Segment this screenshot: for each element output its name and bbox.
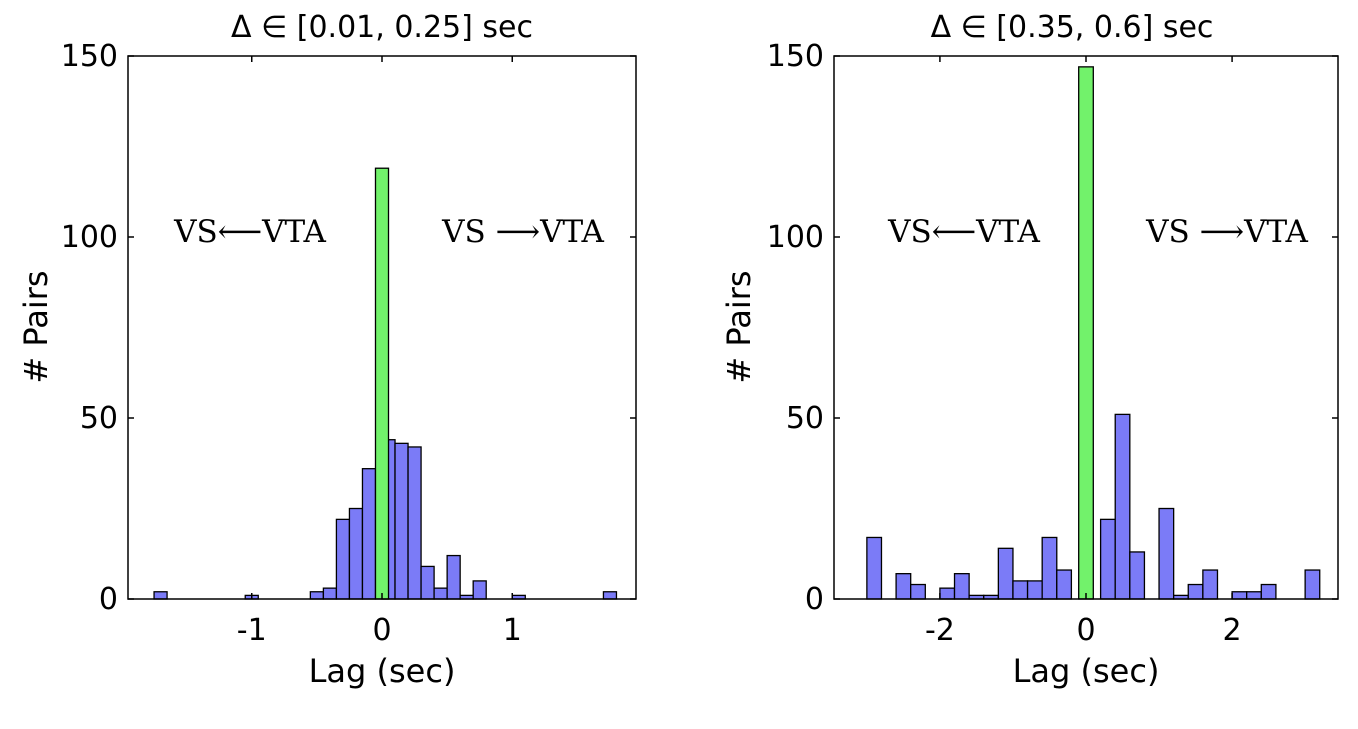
histogram-panel-left: Δ ∈ [0.01, 0.25] sec 0 50 100 150 -1 0 1 VS⟵VT… <box>17 10 637 690</box>
annotation-left: VS⟵VTA <box>887 214 1040 250</box>
histogram-bar <box>446 554 461 600</box>
histogram-bar <box>939 587 956 600</box>
annotation-left: VS⟵VTA <box>173 214 326 250</box>
histogram-bar <box>953 573 970 600</box>
y-axis-label: # Pairs <box>720 270 758 383</box>
annotation-right: VS ⟶VTA <box>441 214 604 250</box>
axis-ticks: 0 50 100 150 -2 0 2 <box>767 39 1338 648</box>
x-tick-label: -2 <box>925 613 955 648</box>
histogram-bar <box>472 580 487 600</box>
histogram-bar <box>335 518 351 600</box>
bar-group <box>866 66 1321 600</box>
histogram-bar <box>910 583 926 600</box>
x-axis-label: Lag (sec) <box>309 652 456 690</box>
histogram-bar <box>866 536 883 600</box>
histogram-bar <box>1304 569 1321 600</box>
y-tick-label: 50 <box>786 401 824 436</box>
histogram-bar <box>433 587 448 600</box>
histogram-bar <box>1187 583 1204 600</box>
y-tick-label: 100 <box>767 220 824 255</box>
histogram-bar <box>348 507 364 600</box>
histogram-bar <box>1114 413 1131 600</box>
x-tick-label: 0 <box>1076 613 1095 648</box>
x-tick-label: 0 <box>372 613 391 648</box>
zero-lag-bar <box>374 167 390 600</box>
y-tick-label: 150 <box>61 39 118 74</box>
histogram-bar <box>1158 507 1175 600</box>
chart-title: Δ ∈ [0.01, 0.25] sec <box>231 10 533 45</box>
histogram-bar <box>602 591 618 600</box>
plot-frame <box>833 55 1339 600</box>
histogram-bar <box>394 442 409 600</box>
histogram-bar <box>1231 591 1248 600</box>
histogram-bar <box>1260 583 1277 600</box>
y-axis-label: # Pairs <box>17 270 55 383</box>
histogram-bar <box>1129 551 1146 600</box>
y-tick-label: 0 <box>805 582 824 617</box>
histogram-bar <box>153 591 168 600</box>
histogram-bar <box>1056 569 1073 600</box>
y-tick-label: 50 <box>80 401 118 436</box>
histogram-bar <box>1099 518 1116 600</box>
histogram-bar <box>997 547 1014 600</box>
x-tick-label: 1 <box>503 613 522 648</box>
y-tick-label: 0 <box>99 582 118 617</box>
histogram-panel-right: Δ ∈ [0.35, 0.6] sec 0 50 100 150 -2 0 2 VS⟵VTA… <box>720 10 1339 690</box>
y-tick-label: 100 <box>61 220 118 255</box>
histogram-bar <box>1246 591 1262 600</box>
histogram-bar <box>361 468 377 600</box>
histogram-bar <box>1012 580 1029 600</box>
x-tick-label: 2 <box>1223 613 1242 648</box>
histogram-bar <box>322 587 338 600</box>
x-tick-label: -1 <box>237 613 267 648</box>
x-axis-label: Lag (sec) <box>1013 652 1160 690</box>
histogram-bar <box>895 573 912 600</box>
y-tick-label: 150 <box>767 39 824 74</box>
histogram-bar <box>407 446 422 600</box>
histogram-bar <box>1202 569 1219 600</box>
histogram-bar <box>309 591 325 600</box>
plot-frame <box>127 55 637 600</box>
histogram-bar <box>420 565 435 600</box>
zero-lag-bar <box>1078 66 1094 600</box>
histogram-bar <box>1041 536 1058 600</box>
chart-title: Δ ∈ [0.35, 0.6] sec <box>931 10 1214 45</box>
axis-ticks: 0 50 100 150 -1 0 1 <box>61 39 636 648</box>
annotation-right: VS ⟶VTA <box>1145 214 1308 250</box>
histogram-bar <box>1026 580 1043 600</box>
